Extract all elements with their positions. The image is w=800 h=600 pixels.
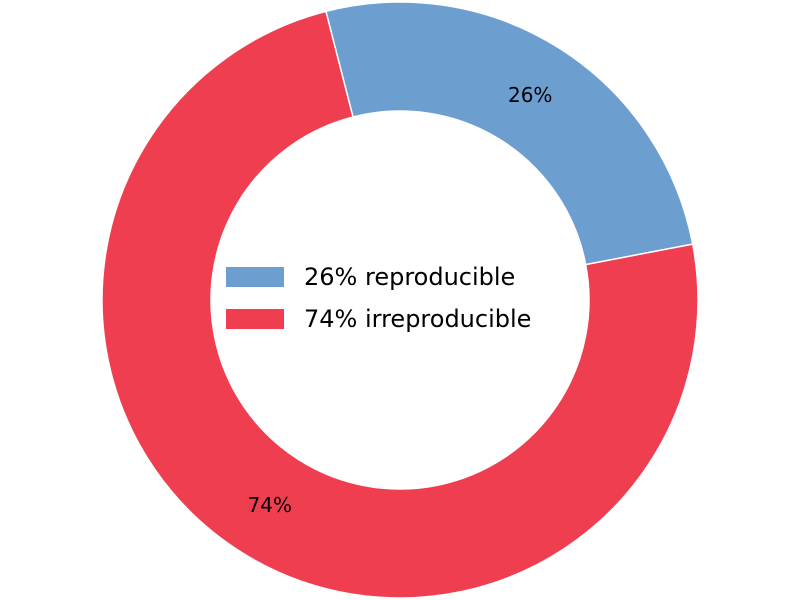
slice-2 — [101, 10, 699, 599]
donut-slices — [101, 1, 699, 599]
slice-pct-label-2: 74% — [248, 493, 292, 517]
legend-label-1: 26% reproducible — [304, 263, 515, 291]
slice-labels: 26% 74% — [248, 83, 553, 517]
legend-label-2: 74% irreproducible — [304, 305, 531, 333]
slice-1 — [324, 1, 694, 266]
legend-swatch-2 — [226, 309, 284, 329]
legend: 26% reproducible 74% irreproducible — [226, 263, 531, 333]
slice-pct-label-1: 26% — [508, 83, 552, 107]
legend-swatch-1 — [226, 267, 284, 287]
